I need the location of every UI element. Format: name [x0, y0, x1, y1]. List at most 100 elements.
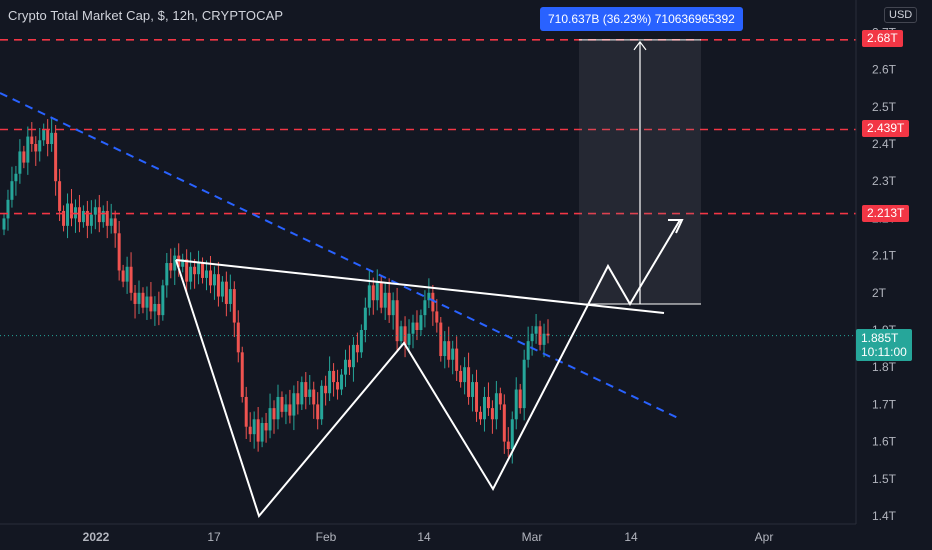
candle [157, 291, 161, 326]
candle [161, 279, 165, 321]
candle-body [486, 396, 490, 409]
candle [272, 400, 276, 434]
price-tick-label: 2.1T [872, 249, 897, 263]
candle [212, 266, 216, 300]
candle-body [542, 333, 546, 345]
candle [208, 255, 212, 294]
candle [81, 205, 85, 228]
candle [514, 377, 518, 430]
candle [359, 324, 363, 358]
candle [423, 290, 427, 328]
candle [26, 126, 30, 175]
candle-body [494, 393, 498, 420]
candle-body [459, 370, 463, 383]
candle-body [77, 207, 81, 223]
candle [70, 189, 74, 227]
candle [66, 193, 70, 239]
candle-body [328, 370, 332, 394]
candle [482, 386, 486, 432]
candle [324, 375, 328, 406]
time-tick-label: Feb [316, 530, 337, 544]
candle-body [205, 270, 209, 278]
candle [46, 119, 50, 157]
candle-body [173, 255, 177, 271]
candle-body [216, 274, 220, 297]
level-badge-2-439t: 2.439T [862, 120, 910, 137]
candle-body [2, 218, 6, 230]
candle-body [316, 404, 320, 420]
candle-body [89, 214, 93, 226]
candle-body [407, 333, 411, 345]
candle-body [359, 330, 363, 353]
candle-body [129, 266, 133, 293]
candle-body [10, 181, 14, 200]
candle-body [26, 136, 30, 163]
candle-body [165, 263, 169, 286]
candle-body [42, 129, 46, 141]
candle [18, 139, 22, 184]
candle [383, 282, 387, 320]
time-axis[interactable]: 2022 17 Feb 14 Mar 14 Apr [83, 530, 774, 544]
candle [530, 325, 534, 356]
candle [522, 349, 526, 421]
currency-button[interactable]: USD [884, 7, 918, 23]
candle [101, 205, 105, 228]
candle [463, 357, 467, 395]
candle-body [367, 285, 371, 308]
candle-body [475, 382, 479, 412]
price-tick-label: 1.4T [872, 509, 897, 523]
candle [526, 326, 530, 368]
candle-body [304, 382, 308, 397]
price-tick-label: 2.3T [872, 174, 897, 188]
candle-body [157, 303, 161, 316]
current-price-value: 1.885T [861, 331, 899, 345]
candle-body [264, 423, 268, 431]
candle [502, 394, 506, 454]
candle [447, 326, 451, 368]
candle [347, 345, 351, 376]
candle-body [208, 270, 212, 286]
candle [109, 203, 113, 234]
time-tick-label: Apr [755, 530, 774, 544]
candle [117, 221, 121, 281]
candle-body [220, 281, 224, 297]
candle-body [351, 344, 355, 368]
candle-body [312, 389, 316, 405]
candle-body [471, 382, 475, 397]
measure-label: 710.637B (36.23%) 710636965392 [540, 7, 743, 31]
candle-body [244, 396, 248, 427]
candle-body [343, 359, 347, 375]
candle [93, 199, 97, 230]
candle-body [411, 322, 415, 334]
candle-body [518, 389, 522, 409]
candle-body [490, 408, 494, 420]
candle-body [232, 289, 236, 323]
candle-body [324, 385, 328, 394]
price-tick-label: 1.7T [872, 397, 897, 411]
candle [264, 412, 268, 443]
projected-path-arrow-head [668, 219, 684, 234]
candle-body [109, 218, 113, 226]
price-tick-label: 1.6T [872, 435, 897, 449]
candle [486, 382, 490, 416]
candle-body [363, 307, 367, 330]
candle-body [391, 300, 395, 316]
candle [328, 356, 332, 402]
candle-body [435, 311, 439, 323]
candle-body [256, 419, 260, 442]
candle-body [308, 389, 312, 397]
candle [419, 309, 423, 336]
symbol-title[interactable]: Crypto Total Market Cap, $, 12h, CRYPTOC… [8, 8, 284, 23]
candle [145, 286, 149, 320]
candle [399, 320, 403, 347]
candle [371, 277, 375, 315]
candle [439, 316, 443, 362]
candle [185, 249, 189, 294]
time-tick-label: 14 [417, 530, 431, 544]
candle [407, 319, 411, 353]
candle [73, 199, 77, 233]
candle-body [18, 151, 22, 174]
price-axis[interactable]: 2.7T2.6T2.5T2.4T2.3T2.2T2.1T2T1.9T1.8T1.… [0, 0, 897, 525]
candle-body [371, 285, 375, 301]
